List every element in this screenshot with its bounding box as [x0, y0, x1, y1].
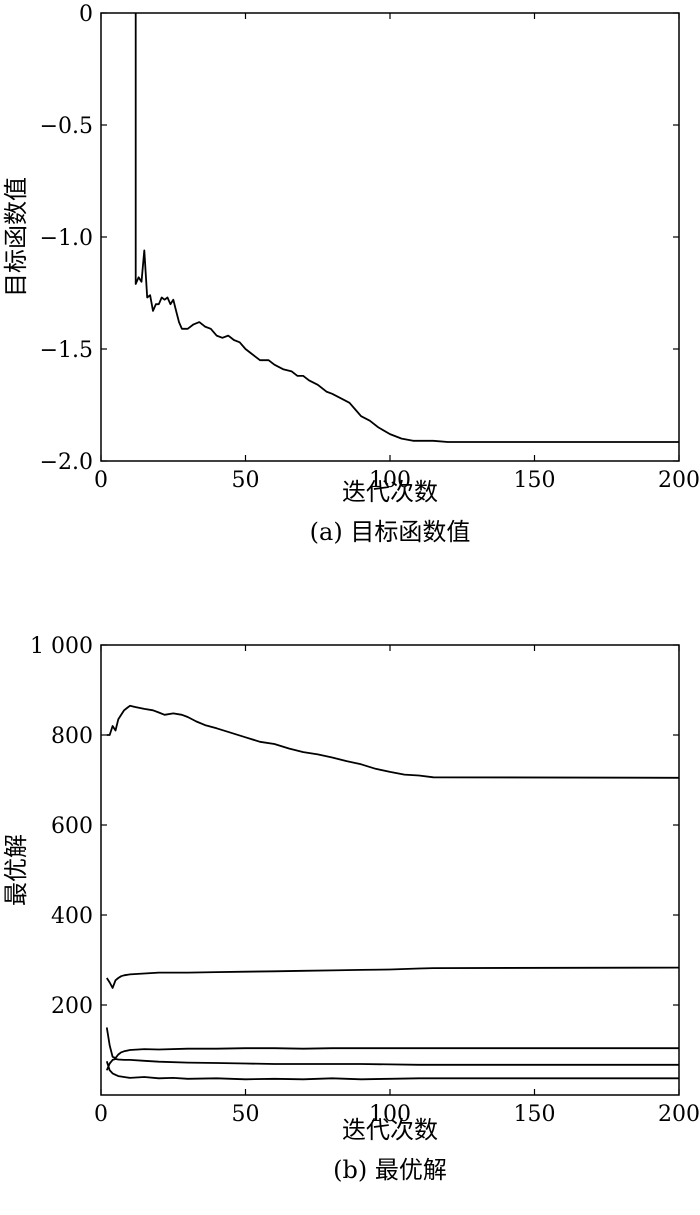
- x-axis-label: 迭代次数: [342, 1116, 438, 1144]
- objective-value-chart: 0 50 100 150 200 0 −0.5 −1.0 −1.5 −2.0 迭代次数 目标函数值…: [2, 2, 700, 546]
- x-tick-label: 0: [94, 1102, 108, 1127]
- chart-caption: (b) 最优解: [333, 1156, 447, 1184]
- axis-ticks: 0 50 100 150 200 0 −0.5 −1.0 −1.5 −2.0: [40, 2, 700, 493]
- series-line-3: [105, 1027, 679, 1059]
- series-line-5: [105, 1061, 679, 1081]
- y-tick-label: −1.5: [40, 338, 93, 363]
- y-tick-label: 800: [51, 724, 93, 749]
- series-line-4: [105, 1058, 679, 1071]
- series-line-1: [106, 704, 680, 779]
- y-tick-label: 0: [79, 2, 93, 27]
- chart-caption: (a) 目标函数值: [310, 518, 471, 546]
- x-tick-label: 150: [514, 1102, 556, 1127]
- y-tick-label: 200: [51, 994, 93, 1019]
- x-tick-label: 0: [94, 468, 108, 493]
- axis-ticks: 0 50 100 150 200 200 400 600 800 1 000: [30, 634, 700, 1127]
- y-tick-label: 400: [51, 904, 93, 929]
- y-tick-label: 1 000: [30, 634, 93, 659]
- y-tick-label: −2.0: [40, 450, 93, 475]
- x-tick-label: 50: [232, 1102, 260, 1127]
- x-axis-label: 迭代次数: [342, 478, 438, 506]
- y-axis-label: 最优解: [2, 834, 30, 906]
- y-axis-label: 目标函数值: [2, 177, 30, 297]
- y-tick-label: −1.0: [40, 226, 93, 251]
- plot-frame: [100, 12, 680, 462]
- plot-frame: [100, 644, 680, 1096]
- x-tick-label: 150: [514, 468, 556, 493]
- x-tick-label: 100: [369, 468, 411, 493]
- y-tick-label: −0.5: [40, 114, 93, 139]
- x-tick-label: 200: [658, 468, 700, 493]
- series-group: [134, 13, 679, 443]
- series-line-1: [134, 13, 679, 443]
- series-group: [105, 704, 680, 1081]
- series-line-2: [106, 966, 680, 989]
- optimal-solution-chart: 0 50 100 150 200 200 400 600 800 1 000 迭代次数 最优解 (…: [2, 634, 700, 1184]
- x-tick-label: 200: [658, 1102, 700, 1127]
- x-tick-label: 100: [369, 1102, 411, 1127]
- x-tick-label: 50: [232, 468, 260, 493]
- y-tick-label: 600: [51, 814, 93, 839]
